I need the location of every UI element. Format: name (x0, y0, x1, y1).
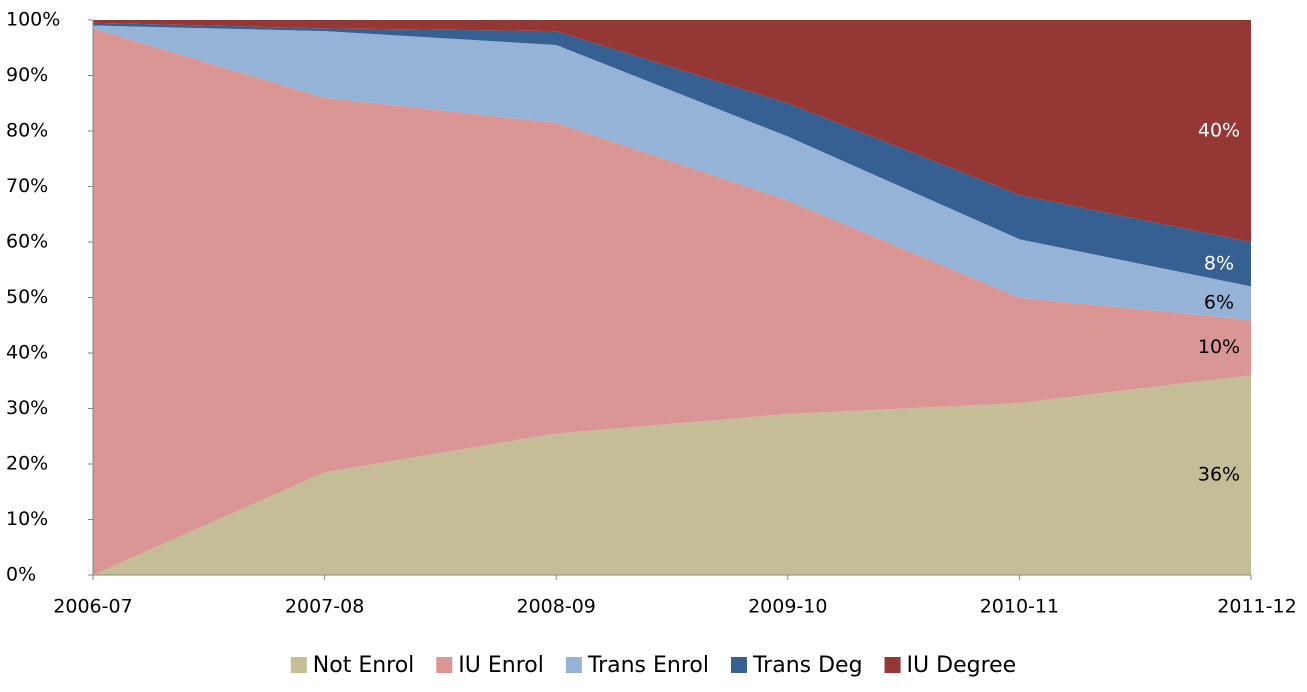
y-tick-label: 60% (6, 231, 48, 253)
y-tick-label: 40% (6, 342, 48, 364)
y-tick-label: 10% (6, 508, 48, 530)
value-label: 6% (1204, 292, 1234, 314)
area (93, 28, 1251, 575)
y-tick-label: 90% (6, 64, 48, 86)
y-tick-label: 30% (6, 397, 48, 419)
area (93, 25, 1251, 320)
x-tick-label: 2006-07 (53, 596, 132, 618)
area (93, 22, 1251, 287)
x-tick-label: 2011-12 (1217, 596, 1296, 618)
x-tick-label: 2009-10 (748, 596, 827, 618)
legend-swatch (884, 657, 901, 673)
legend-label: IU Degree (907, 653, 1017, 678)
value-label: 10% (1198, 336, 1240, 358)
legend-label: Trans Enrol (587, 653, 709, 678)
value-label: 8% (1204, 253, 1234, 275)
area (93, 375, 1251, 575)
x-tick-label: 2007-08 (285, 596, 364, 618)
legend-swatch (730, 657, 747, 673)
legend-label: IU Enrol (458, 653, 544, 678)
legend-swatch (436, 657, 453, 673)
value-label: 36% (1198, 464, 1240, 486)
y-tick-label: 70% (6, 175, 48, 197)
area (93, 20, 1251, 242)
y-tick-label: 20% (6, 453, 48, 475)
y-tick-label: 100% (6, 9, 60, 31)
legend-swatch (290, 657, 307, 673)
x-tick-label: 2010-11 (980, 596, 1059, 618)
legend-label: Not Enrol (313, 653, 415, 678)
y-tick-label: 80% (6, 120, 48, 142)
x-tick-label: 2008-09 (517, 596, 596, 618)
legend-swatch (565, 657, 582, 673)
y-tick-label: 0% (6, 564, 36, 586)
value-label: 40% (1198, 120, 1240, 142)
y-tick-label: 50% (6, 286, 48, 308)
legend-label: Trans Deg (752, 653, 863, 678)
